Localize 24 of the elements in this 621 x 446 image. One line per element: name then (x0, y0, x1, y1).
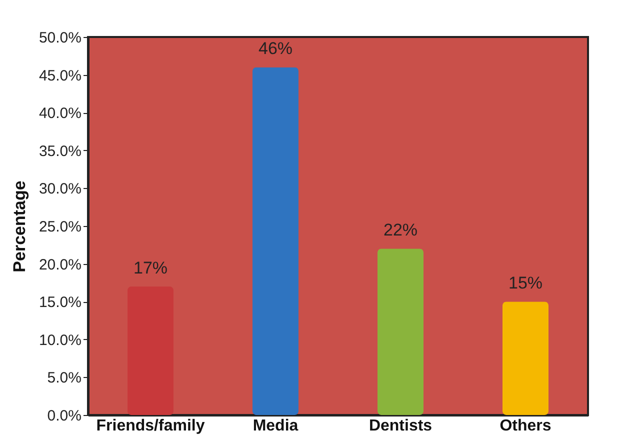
y-tick-label: 5.0% (47, 370, 82, 387)
bar (128, 286, 174, 415)
y-tick-label: 20.0% (38, 256, 82, 274)
data-label: 22% (383, 220, 418, 240)
data-label: 46% (258, 39, 293, 58)
y-tick-label: 25.0% (38, 218, 82, 236)
y-tick-label: 10.0% (38, 332, 82, 349)
y-tick-label: 40.0% (38, 105, 82, 122)
y-tick-label: 50.0% (38, 30, 82, 46)
y-axis-title: Percentage (10, 180, 29, 272)
bar (252, 67, 298, 415)
x-tick-label: Friends/family (96, 418, 205, 434)
x-tick-label: Media (252, 418, 298, 434)
data-label: 15% (508, 274, 543, 293)
y-tick-label: 30.0% (38, 180, 82, 198)
bar (378, 248, 424, 415)
x-tick-label: Dentists (368, 418, 432, 434)
bar (502, 302, 548, 415)
x-tick-label: Others (500, 418, 552, 434)
y-tick-label: 45.0% (38, 67, 82, 84)
y-tick-label: 0.0% (47, 408, 82, 424)
y-tick-label: 15.0% (38, 294, 82, 312)
y-tick-label: 35.0% (38, 142, 82, 160)
data-label: 17% (133, 258, 168, 278)
